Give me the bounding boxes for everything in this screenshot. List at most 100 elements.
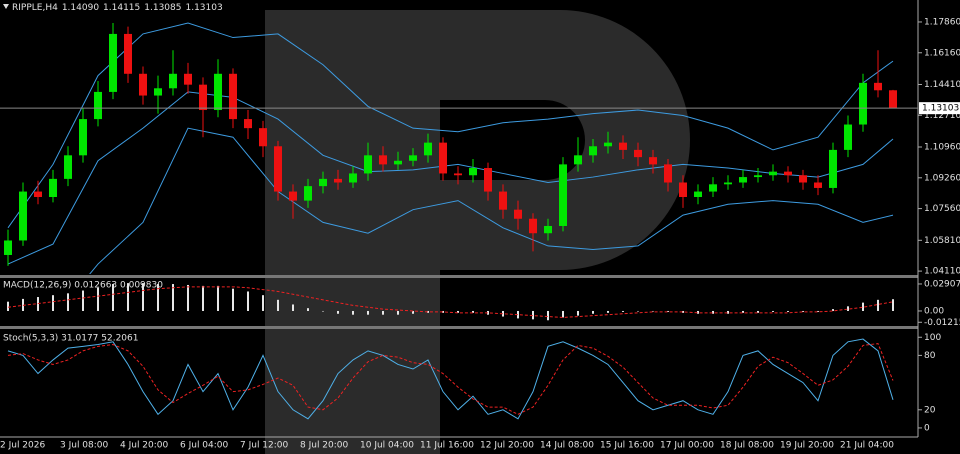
macd-bar: [727, 310, 729, 314]
candle-body: [709, 184, 717, 192]
macd-bar: [877, 299, 879, 311]
candle-body: [484, 168, 492, 192]
macd-bar: [7, 301, 9, 311]
x-tick-label: 10 Jul 04:00: [360, 441, 414, 451]
candle-body: [544, 225, 552, 234]
macd-bar: [832, 309, 834, 311]
candle-body: [379, 155, 387, 165]
macd-bar: [532, 310, 534, 320]
candle-body: [439, 142, 447, 174]
close: 1.13103: [185, 3, 222, 13]
x-tick-label: 2 Jul 2026: [0, 441, 45, 451]
candle-body: [394, 160, 402, 165]
candle-body: [319, 178, 327, 187]
symbol: RIPPLE,H4: [12, 3, 58, 13]
macd-bar: [817, 310, 819, 312]
macd-bar: [562, 310, 564, 318]
y-tick-label: 1.09260: [924, 173, 960, 183]
x-tick-label: 21 Jul 04:00: [840, 441, 894, 451]
macd-bar: [892, 299, 894, 311]
candle-body: [424, 142, 432, 156]
y-tick-label: 0.00: [924, 306, 944, 316]
bollinger-band: [7, 22, 894, 229]
candle-body: [94, 91, 102, 120]
x-tick-label: 15 Jul 16:00: [600, 441, 654, 451]
macd-bar: [352, 310, 354, 315]
y-tick-label: 1.07560: [924, 204, 960, 214]
macd-bar: [742, 310, 744, 313]
candle-body: [364, 155, 372, 174]
candle-body: [784, 171, 792, 176]
candle-body: [214, 73, 222, 111]
y-tick-label: 1.17860: [924, 17, 960, 27]
macd-title: MACD(12,26,9) 0.012663 0.009830: [3, 281, 163, 291]
stoch-signal: [7, 343, 894, 415]
candle-body: [529, 218, 537, 234]
macd-bar: [217, 285, 219, 311]
watermark-logo: [265, 10, 690, 454]
y-tick-label: 80: [924, 351, 936, 361]
macd-bar: [772, 310, 774, 312]
stoch-panel: [7, 338, 894, 420]
x-tick-label: 14 Jul 08:00: [540, 441, 594, 451]
macd-bar: [517, 310, 519, 319]
candle-body: [334, 178, 342, 183]
candle-body: [169, 73, 177, 89]
stoch-title: Stoch(5,3,3) 31.0177 52.2061: [3, 334, 138, 344]
macd-bar: [802, 310, 804, 312]
candle-body: [4, 240, 12, 255]
candle-body: [619, 142, 627, 150]
x-tick-label: 12 Jul 20:00: [480, 441, 534, 451]
stoch-main: [7, 338, 894, 420]
candle-body: [499, 191, 507, 210]
x-tick-label: 8 Jul 20:00: [300, 441, 349, 451]
high: 1.14115: [103, 3, 140, 13]
candle-body: [79, 119, 87, 156]
candle-body: [199, 84, 207, 111]
macd-bar: [142, 283, 144, 311]
candle-body: [229, 73, 237, 120]
y-tick-label: -0.012159: [924, 318, 960, 328]
candle-body: [889, 90, 897, 109]
macd-bar: [247, 291, 249, 311]
candle-body: [574, 155, 582, 165]
chart-header: RIPPLE,H4 1.14090 1.14115 1.13085 1.13103: [12, 3, 223, 13]
macd-bar: [577, 310, 579, 316]
y-tick-label: 1.14410: [924, 80, 960, 90]
y-tick-label: 1.12710: [924, 111, 960, 121]
macd-bar: [697, 310, 699, 314]
macd-bar: [67, 293, 69, 311]
macd-bar: [487, 310, 489, 315]
price-label: 1.13103: [922, 104, 959, 114]
candle-body: [799, 175, 807, 183]
low: 1.13085: [144, 3, 181, 13]
price-label-box: [919, 102, 960, 115]
x-tick-label: 11 Jul 16:00: [420, 441, 474, 451]
panel-separator: [0, 275, 918, 278]
macd-bar: [787, 310, 789, 312]
candle-body: [109, 33, 117, 92]
y-tick-label: 100: [924, 333, 941, 343]
candle-body: [304, 186, 312, 201]
macd-bar: [322, 310, 324, 312]
candle-body: [769, 171, 777, 176]
x-tick-label: 18 Jul 08:00: [720, 441, 774, 451]
macd-bar: [757, 310, 759, 313]
candle-body: [814, 182, 822, 188]
candle-body: [559, 164, 567, 226]
macd-bar: [547, 310, 549, 321]
macd-bar: [502, 310, 504, 317]
macd-bar: [232, 288, 234, 311]
y-tick-label: 20: [924, 405, 936, 415]
candle-body: [649, 157, 657, 165]
macd-bar: [427, 310, 429, 313]
y-tick-label: 1.05810: [924, 236, 960, 246]
macd-bar: [847, 306, 849, 311]
y-tick-label: 1.10960: [924, 142, 960, 152]
candle-body: [19, 191, 27, 241]
candle-body: [694, 191, 702, 197]
macd-bar: [202, 285, 204, 311]
candle-body: [259, 128, 267, 147]
macd-bar: [367, 310, 369, 315]
candle-body: [34, 191, 42, 197]
